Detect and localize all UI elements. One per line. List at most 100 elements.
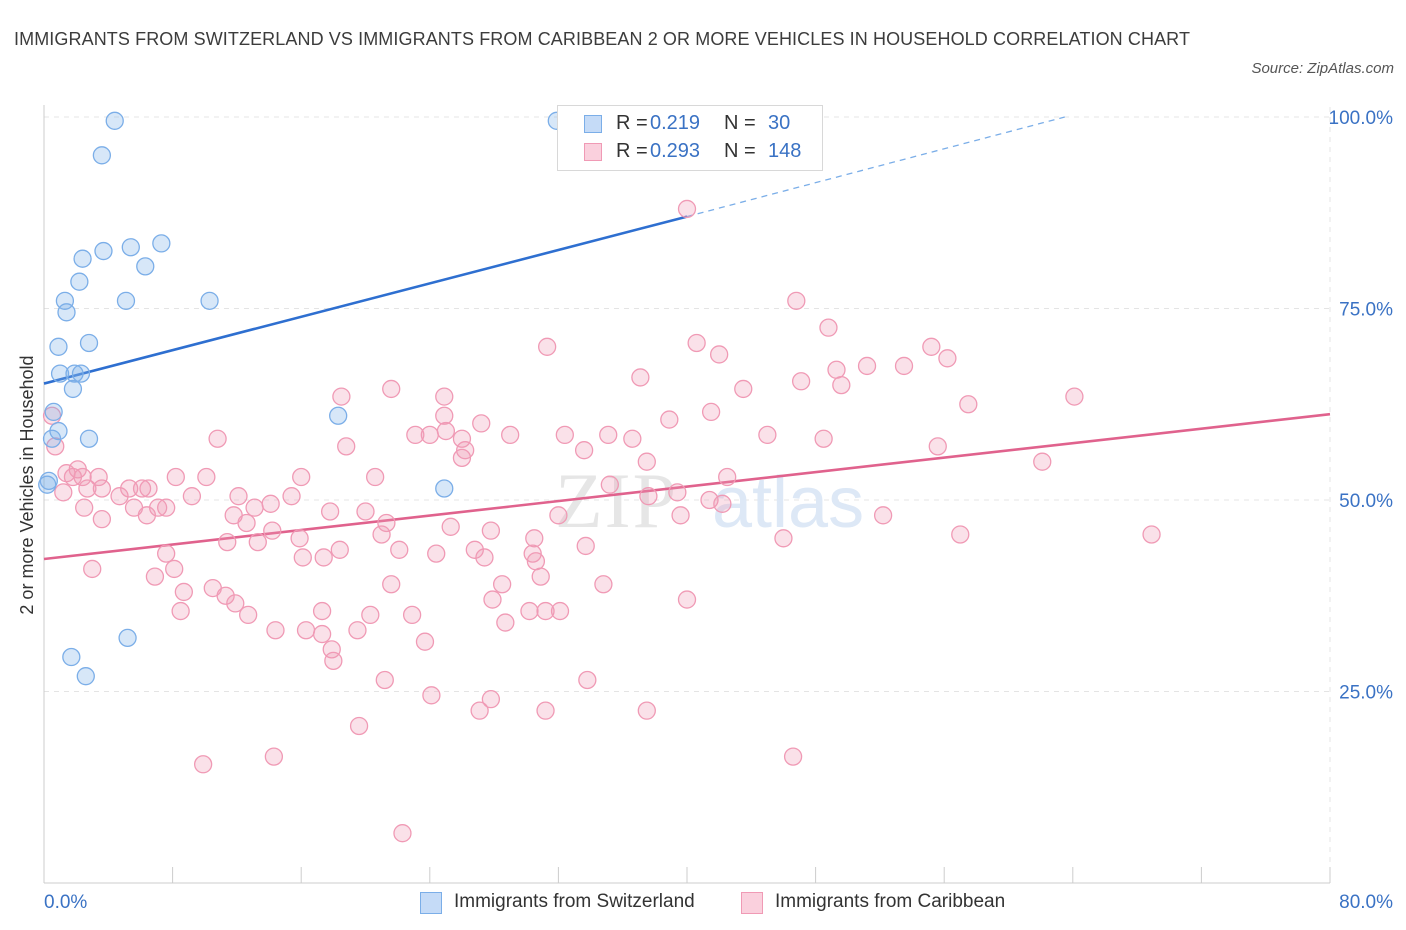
point-switzerland: [73, 249, 92, 268]
point-caribbean: [951, 525, 970, 544]
point-caribbean: [382, 379, 401, 399]
point-switzerland: [94, 241, 113, 261]
point-caribbean: [536, 601, 555, 621]
point-caribbean: [266, 621, 285, 640]
point-caribbean: [758, 425, 777, 445]
point-caribbean: [330, 540, 349, 559]
point-switzerland: [76, 667, 95, 686]
point-caribbean: [857, 356, 877, 376]
point-caribbean: [791, 372, 811, 391]
y-tick-label: 75.0%: [1339, 300, 1393, 321]
point-caribbean: [922, 337, 941, 356]
point-switzerland: [79, 429, 99, 448]
point-caribbean: [600, 475, 619, 494]
point-caribbean: [639, 487, 658, 506]
point-caribbean: [237, 513, 256, 533]
point-caribbean: [137, 506, 157, 525]
point-caribbean: [928, 437, 947, 456]
swatch-caribbean: [584, 143, 602, 161]
point-caribbean: [894, 356, 914, 376]
point-switzerland: [105, 111, 124, 130]
point-caribbean: [938, 349, 957, 368]
point-caribbean: [63, 467, 83, 487]
point-caribbean: [92, 510, 112, 529]
point-caribbean: [472, 414, 491, 433]
point-caribbean: [774, 529, 793, 548]
point-caribbean: [375, 670, 394, 690]
point-caribbean: [623, 429, 642, 448]
point-caribbean: [783, 747, 803, 766]
point-caribbean: [218, 532, 237, 552]
point-caribbean: [78, 479, 97, 498]
point-caribbean: [312, 601, 332, 621]
point-caribbean: [452, 448, 472, 468]
point-switzerland: [116, 291, 136, 310]
point-caribbean: [332, 387, 351, 406]
point-caribbean: [668, 483, 687, 502]
point-caribbean: [89, 467, 108, 487]
point-caribbean: [393, 824, 412, 843]
point-switzerland: [55, 291, 75, 310]
point-caribbean: [832, 375, 851, 395]
swatch-switzerland: [420, 892, 442, 914]
point-caribbean: [296, 621, 316, 640]
point-caribbean: [483, 590, 502, 609]
x-tick-label: 0.0%: [44, 892, 87, 913]
point-caribbean: [245, 498, 264, 517]
point-caribbean: [320, 502, 340, 521]
trendline-switzerland: [43, 215, 688, 385]
point-switzerland: [121, 238, 140, 257]
y-tick-label: 100.0%: [1329, 108, 1394, 129]
point-switzerland: [435, 479, 454, 498]
point-caribbean: [132, 479, 152, 498]
point-caribbean: [481, 690, 501, 709]
n-label: N =: [724, 140, 756, 162]
point-caribbean: [718, 467, 737, 487]
point-caribbean: [555, 425, 574, 445]
source-label: Source: ZipAtlas.com: [1251, 60, 1394, 77]
point-caribbean: [322, 640, 341, 659]
point-caribbean: [827, 360, 846, 379]
point-switzerland: [118, 628, 137, 648]
point-switzerland: [92, 146, 112, 165]
point-caribbean: [216, 586, 235, 605]
series-legend: Immigrants from Switzerland Immigrants f…: [0, 888, 1406, 918]
point-caribbean: [501, 425, 520, 445]
point-switzerland: [44, 402, 63, 422]
point-caribbean: [390, 540, 409, 559]
point-caribbean: [54, 483, 73, 502]
point-caribbean: [576, 536, 595, 556]
point-caribbean: [1065, 387, 1084, 406]
n-label: N =: [724, 112, 756, 134]
point-caribbean: [312, 624, 332, 644]
point-caribbean: [481, 521, 501, 540]
point-caribbean: [73, 467, 92, 487]
point-caribbean: [157, 498, 176, 517]
stats-row-switzerland: R = 0.219 N = 30: [558, 110, 822, 138]
y-tick-label: 25.0%: [1339, 683, 1393, 704]
point-caribbean: [293, 548, 312, 567]
point-caribbean: [166, 467, 185, 487]
point-caribbean: [710, 345, 729, 364]
point-switzerland: [49, 337, 68, 356]
point-caribbean: [525, 529, 544, 548]
point-caribbean: [452, 429, 472, 448]
point-switzerland: [63, 379, 83, 399]
r-value: 0.219: [650, 112, 701, 134]
point-switzerland: [152, 234, 171, 253]
point-caribbean: [677, 199, 697, 219]
point-caribbean: [157, 544, 176, 563]
point-caribbean: [537, 337, 557, 356]
point-caribbean: [282, 487, 301, 506]
y-axis-label: 2 or more Vehicles in Household: [17, 355, 37, 614]
point-caribbean: [819, 318, 838, 337]
point-caribbean: [263, 521, 282, 540]
point-caribbean: [208, 429, 227, 448]
point-caribbean: [139, 479, 158, 498]
point-switzerland: [39, 471, 58, 491]
point-caribbean: [631, 368, 650, 387]
r-label: R =: [616, 112, 648, 134]
point-caribbean: [264, 747, 284, 766]
point-caribbean: [594, 575, 613, 594]
point-switzerland: [71, 364, 91, 383]
